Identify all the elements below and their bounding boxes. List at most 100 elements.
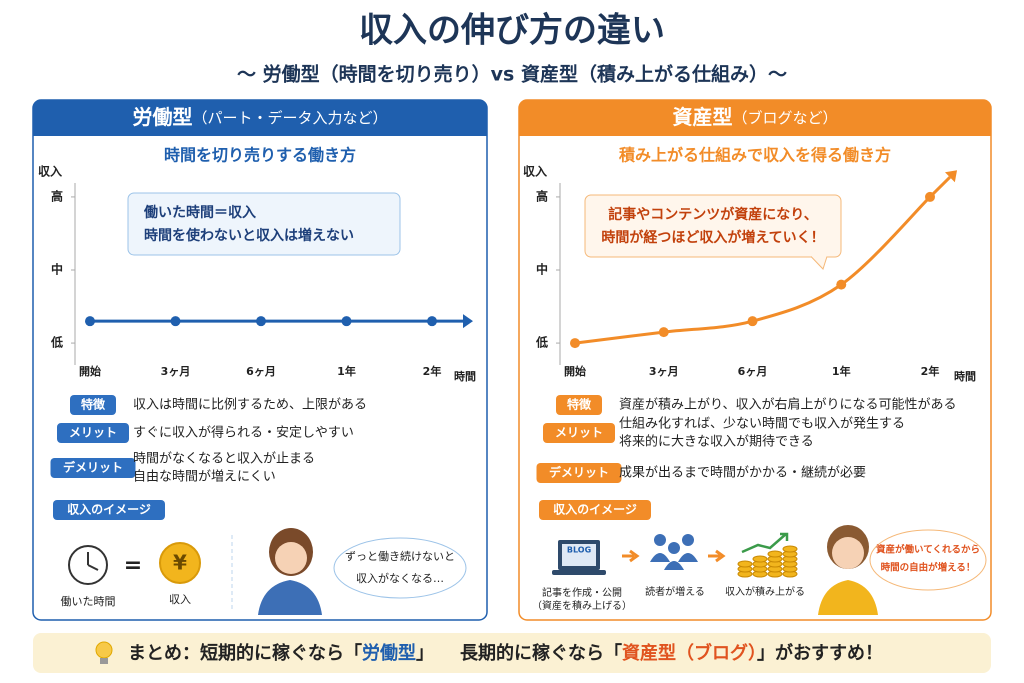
bubble-text: ずっと働き続けないと — [345, 549, 455, 563]
summary-bar — [33, 633, 991, 673]
y-tick-label: 低 — [50, 335, 63, 350]
reader-body — [664, 561, 684, 570]
bubble — [333, 537, 467, 599]
flow-arrow — [708, 549, 726, 563]
coin-stack — [782, 545, 798, 553]
caption: 読者が増える — [645, 585, 705, 598]
image-label: 収入のイメージ — [553, 503, 637, 517]
person-body — [258, 580, 322, 615]
feature-text: 資産が積み上がり、収入が右肩上がりになる可能性がある — [619, 397, 956, 413]
reader-body — [650, 553, 670, 562]
chart-title: 積み上がる仕組みで収入を得る働き方 — [618, 146, 891, 165]
annotation: 記事やコンテンツが資産になり、 — [608, 206, 817, 223]
data-point — [170, 316, 181, 327]
feature-tag-text: メリット — [555, 426, 603, 440]
feature-tag — [543, 423, 615, 443]
data-point — [836, 279, 847, 290]
reader-head — [668, 542, 680, 554]
x-tick-label: 1年 — [832, 364, 851, 378]
clock-hands — [87, 552, 99, 571]
caption: 働いた時間 — [61, 595, 116, 608]
summary-key: 資産型（ブログ） — [622, 642, 757, 664]
feature-text: 時間がなくなると収入が止まる — [133, 452, 315, 467]
arrow-head — [944, 170, 958, 183]
callout — [127, 192, 401, 256]
y-tick-label: 高 — [536, 188, 548, 203]
panel-header-text: 資産型（ブログなど） — [672, 105, 837, 129]
coin-stack — [752, 555, 768, 563]
bulb — [95, 641, 113, 659]
summary: まとめ：短期的に稼ぐなら「労働型」 長期的に稼ぐなら「資産型（ブログ）」がおすすめ… — [128, 642, 883, 664]
data-point — [256, 316, 266, 327]
image-label-tag — [53, 500, 165, 520]
data-point — [85, 316, 95, 327]
laptop-label: BLOG — [567, 546, 591, 555]
feature-tag-text: メリット — [69, 426, 117, 440]
flow-arrow — [622, 549, 640, 563]
data-point — [341, 316, 352, 327]
x-tick-label: 3ヶ月 — [649, 365, 679, 378]
y-tick-label: 中 — [51, 262, 63, 277]
caption: 収入が積み上がる — [725, 585, 805, 598]
feature-tag — [50, 458, 136, 478]
growth-arrow — [741, 532, 789, 554]
arrow-head — [463, 314, 473, 329]
y-axis-label: 収入 — [523, 165, 547, 179]
x-axis-label: 時間 — [954, 369, 976, 383]
x-tick-label: 2年 — [921, 364, 940, 378]
chart-title: 時間を切り売りする働き方 — [164, 146, 356, 165]
bulb-base — [100, 658, 108, 664]
person-face — [832, 537, 864, 569]
feature-text: 将来的に大きな収入が期待できる — [619, 434, 814, 450]
bubble-text: 収入がなくなる… — [356, 571, 444, 585]
bubble-text: 資産が働いてくれるから — [876, 544, 980, 556]
coin — [159, 542, 201, 584]
caption: 収入 — [169, 593, 191, 606]
panel-note: （パート・データ入力など） — [192, 109, 387, 127]
feature-tag-text: 特徴 — [81, 397, 106, 412]
person-body — [818, 580, 878, 615]
caption: （資産を積み上げる） — [532, 599, 632, 612]
subtitle: 〜 労働型（時間を切り売り）vs 資産型（積み上がる仕組み）〜 — [237, 63, 787, 86]
panel-name: 労働型 — [132, 105, 192, 129]
person-face — [275, 542, 307, 574]
summary-tail: 」がおすすめ！ — [757, 642, 883, 664]
reader-head — [654, 534, 666, 546]
data-point — [658, 327, 669, 338]
feature-tag-text: デメリット — [549, 465, 609, 480]
data-point — [925, 191, 935, 202]
x-tick-label: 6ヶ月 — [738, 365, 768, 378]
feature-tag — [57, 423, 129, 443]
annotation: 時間が経つほど収入が増えていく！ — [601, 229, 824, 246]
coin-stack — [767, 550, 783, 558]
image-label-tag — [539, 500, 651, 520]
y-axis-label: 収入 — [38, 165, 62, 179]
data-point — [747, 316, 758, 327]
feature-text: 自由な時間が増えにくい — [133, 470, 276, 485]
y-tick-label: 低 — [535, 335, 548, 350]
callout — [584, 194, 842, 258]
feature-tag-text: 特徴 — [567, 397, 592, 412]
summary-key: 労働型 — [362, 642, 416, 664]
panel-header — [519, 100, 991, 136]
x-tick-label: 開始 — [79, 364, 101, 378]
summary-lead: まとめ：短期的に稼ぐなら「 — [128, 642, 362, 664]
coin-symbol: ¥ — [173, 551, 187, 575]
caption: 記事を作成・公開 — [542, 586, 622, 599]
title: 収入の伸び方の違い — [359, 11, 665, 51]
panel-header — [33, 100, 487, 136]
y-tick-label: 中 — [536, 262, 548, 277]
data-point — [570, 338, 580, 349]
bubble-text: 時間の自由が増える！ — [881, 562, 976, 574]
panel-name: 資産型 — [672, 105, 732, 129]
panel-header-text: 労働型（パート・データ入力など） — [132, 105, 387, 129]
laptop-display — [562, 544, 596, 566]
summary-lead: 長期的に稼ぐなら「 — [460, 642, 622, 664]
feature-text: 成果が出るまで時間がかかる・継続が必要 — [619, 466, 866, 481]
equals: = — [124, 553, 142, 578]
feature-text: 仕組み化すれば、少ない時間でも収入が発生する — [619, 417, 905, 432]
summary-tail: 」 — [416, 643, 434, 664]
annotation: 働いた時間＝収入 — [143, 204, 256, 221]
reader-body — [678, 553, 698, 562]
reader-head — [682, 534, 694, 546]
